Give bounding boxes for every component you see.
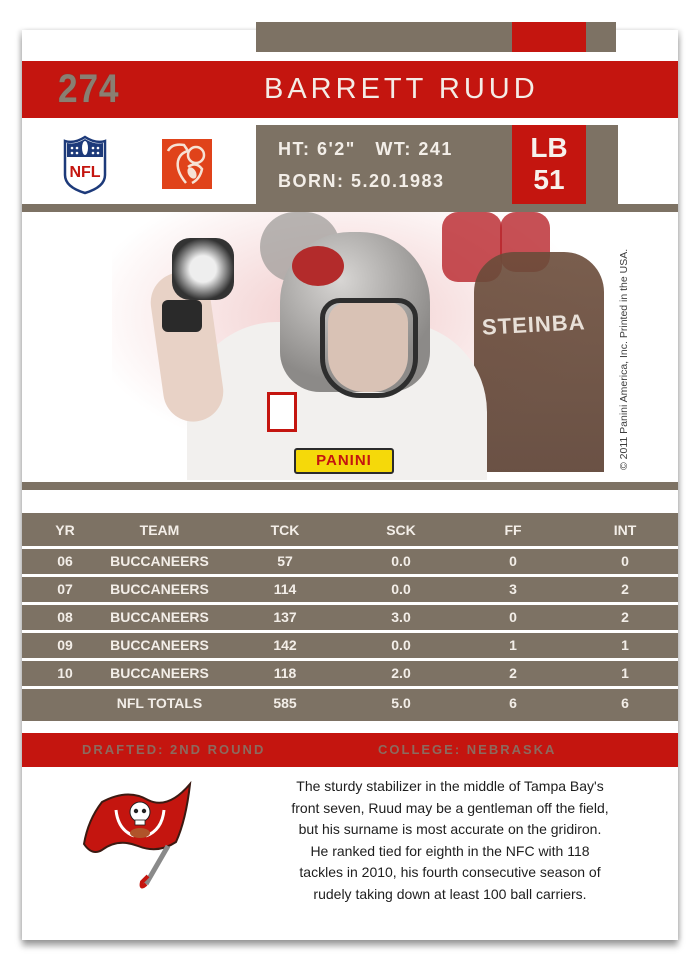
panini-logo: PANINI [294, 448, 394, 474]
total-ff: 6 [509, 695, 517, 711]
nfl-shield-icon: NFL [63, 135, 107, 195]
name-bar: 274 BARRETT RUUD [22, 61, 678, 118]
captain-patch [267, 392, 297, 432]
cell-ff: 0 [509, 553, 517, 569]
header-sck: SCK [386, 522, 416, 538]
info-row: NFL HT: 6'2" WT: 241 BORN: 5.20.1983 LB … [22, 125, 678, 207]
position-box: LB 51 [512, 125, 586, 207]
blurb-line: The sturdy stabilizer in the middle of T… [296, 778, 604, 794]
copyright-text: © 2011 Panini America, Inc. Printed in t… [618, 248, 630, 470]
blurb-line: tackles in 2010, his fourth consecutive … [299, 864, 601, 880]
opponent-jersey-name: STEINBA [481, 309, 587, 340]
player-helmet [280, 232, 430, 398]
cell-yr: 08 [57, 609, 73, 625]
cell-tck: 114 [273, 581, 297, 597]
wristband [162, 300, 202, 332]
player-photo: STEINBA PANINI [22, 212, 678, 480]
totals-row: NFL TOTALS 585 5.0 6 6 [22, 689, 678, 721]
cell-tck: 118 [273, 665, 297, 681]
buccaneers-flag-icon [82, 780, 192, 889]
table-row: 09 BUCCANEERS 142 0.0 1 1 [22, 633, 678, 658]
blurb-line: rudely taking down at least 100 ball car… [313, 885, 587, 902]
cell-team: BUCCANEERS [110, 581, 209, 597]
cell-yr: 06 [57, 553, 73, 569]
header-int: INT [613, 522, 637, 538]
cell-tck: 142 [273, 637, 297, 653]
opponent-player [474, 252, 604, 472]
divider-bottom [22, 482, 678, 490]
header-team: TEAM [139, 522, 180, 538]
cell-ff: 2 [509, 665, 517, 681]
trading-card-back: 274 BARRETT RUUD NFL HT: 6'2" WT: 241 BO… [22, 22, 678, 940]
college-info: COLLEGE: NEBRASKA [378, 742, 557, 757]
raised-fist-glove [172, 238, 234, 300]
drafted-info: DRAFTED: 2ND ROUND [82, 742, 266, 757]
jersey-number: 51 [533, 164, 565, 195]
birth-date: BORN: 5.20.1983 [278, 171, 445, 191]
cell-team: BUCCANEERS [110, 637, 209, 653]
player-silhouette-icon [162, 139, 212, 189]
cell-team: BUCCANEERS [110, 553, 209, 569]
stats-header-row: YR TEAM TCK SCK FF INT [22, 513, 678, 546]
facemask [320, 298, 418, 398]
blurb-line: He ranked tied for eighth in the NFC wit… [310, 842, 590, 859]
bio-section: The sturdy stabilizer in the middle of T… [22, 768, 678, 940]
card-number: 274 [58, 67, 120, 111]
blurb-line: but his surname is most accurate on the … [298, 821, 602, 837]
top-tab [256, 22, 616, 52]
divider-top [22, 204, 678, 212]
table-row: 07 BUCCANEERS 114 0.0 3 2 [22, 577, 678, 602]
table-row: 06 BUCCANEERS 57 0.0 0 0 [22, 549, 678, 574]
total-sck: 5.0 [391, 695, 411, 711]
cell-int: 2 [621, 581, 629, 597]
cell-int: 0 [621, 553, 629, 569]
cell-yr: 09 [57, 637, 73, 653]
header-ff: FF [504, 522, 522, 538]
player-name: BARRETT RUUD [264, 73, 539, 105]
table-row: 10 BUCCANEERS 118 2.0 2 1 [22, 661, 678, 686]
header-tck: TCK [270, 522, 300, 538]
cell-sck: 0.0 [391, 637, 411, 653]
cell-tck: 137 [273, 609, 297, 625]
total-int: 6 [621, 695, 629, 711]
cell-yr: 07 [57, 581, 73, 597]
position: LB [530, 132, 568, 163]
cell-sck: 0.0 [391, 553, 411, 569]
cell-team: BUCCANEERS [110, 609, 209, 625]
cell-sck: 0.0 [391, 581, 411, 597]
totals-label: NFL TOTALS [116, 695, 203, 711]
bio-box: HT: 6'2" WT: 241 BORN: 5.20.1983 LB 51 [256, 125, 618, 207]
draft-bar: DRAFTED: 2ND ROUND COLLEGE: NEBRASKA [22, 733, 678, 767]
cell-team: BUCCANEERS [110, 665, 209, 681]
cell-ff: 1 [509, 637, 517, 653]
cell-int: 2 [621, 609, 629, 625]
cell-ff: 0 [509, 609, 517, 625]
cell-sck: 2.0 [391, 665, 411, 681]
height-weight: HT: 6'2" WT: 241 [278, 139, 453, 159]
cell-tck: 57 [277, 553, 293, 569]
cell-yr: 10 [57, 665, 73, 681]
header-yr: YR [55, 522, 75, 538]
blurb-line: front seven, Ruud may be a gentleman off… [291, 799, 609, 816]
cell-int: 1 [621, 637, 629, 653]
player-blurb: The sturdy stabilizer in the middle of T… [226, 776, 674, 905]
cell-int: 1 [621, 665, 629, 681]
stats-table: YR TEAM TCK SCK FF INT 06 BUCCANEERS 57 … [22, 513, 678, 721]
helmet-logo-icon [292, 246, 344, 286]
total-tck: 585 [273, 695, 297, 711]
cell-ff: 3 [509, 581, 517, 597]
svg-text:NFL: NFL [69, 164, 100, 181]
top-tab-red-segment [512, 22, 586, 52]
cell-sck: 3.0 [391, 609, 411, 625]
table-row: 08 BUCCANEERS 137 3.0 0 2 [22, 605, 678, 630]
